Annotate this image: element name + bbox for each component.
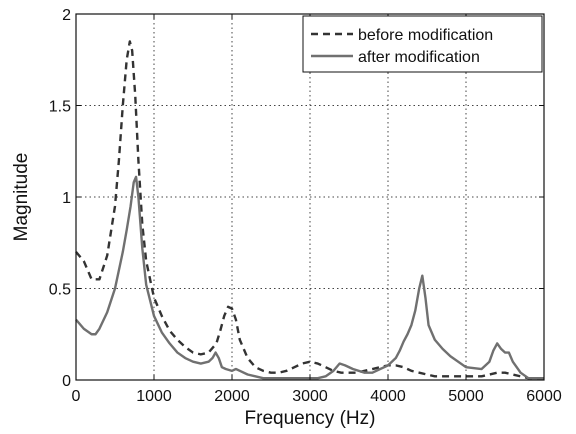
- grid-lines: [76, 14, 544, 380]
- series-line-1: [75, 40, 544, 380]
- y-tick-label: 2: [62, 7, 71, 24]
- x-axis-title: Frequency (Hz): [245, 408, 376, 429]
- x-tick-label: 4000: [370, 388, 406, 405]
- y-tick-label: 0: [62, 373, 71, 390]
- legend: before modification after modification: [302, 15, 543, 73]
- legend-label-1: before modification: [358, 27, 493, 44]
- y-tick-label: 0.5: [49, 282, 71, 299]
- x-tick-label: 6000: [526, 388, 562, 405]
- legend-label-2: after modification: [358, 49, 480, 66]
- y-tick-label: 1.5: [49, 99, 71, 116]
- x-tick-label: 0: [72, 388, 81, 405]
- x-tick-label: 1000: [136, 388, 172, 405]
- x-tick-label: 5000: [448, 388, 484, 405]
- x-tick-label: 2000: [214, 388, 250, 405]
- x-tick-label: 3000: [292, 388, 328, 405]
- y-axis-title: Magnitude: [11, 153, 32, 242]
- y-tick-label: 1: [62, 190, 71, 207]
- legend-box: [302, 15, 543, 73]
